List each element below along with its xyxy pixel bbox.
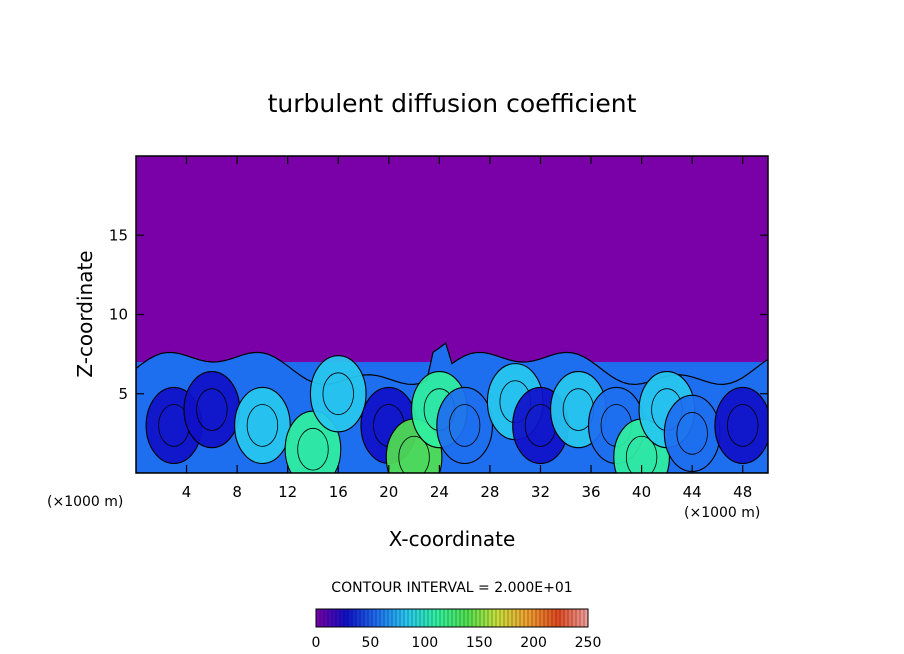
x-tick-label: 36 xyxy=(581,483,600,501)
turbulence-field xyxy=(136,342,768,473)
eddy-cell xyxy=(309,355,367,433)
y-tick-label: 15 xyxy=(109,226,128,244)
chart-title: turbulent diffusion coefficient xyxy=(268,89,637,118)
colorbar-ticks: 0 50 100 150 200 250 xyxy=(312,635,602,651)
eddy-contour xyxy=(676,412,708,455)
x-tick-label: 4 xyxy=(182,483,192,501)
x-tick-label: 32 xyxy=(531,483,550,501)
eddy-cell xyxy=(183,371,241,449)
x-tick-label: 44 xyxy=(683,483,702,501)
y-tick-label: 10 xyxy=(109,306,128,324)
y-axis-unit: (×1000 m) xyxy=(47,494,123,510)
x-tick-label: 28 xyxy=(480,483,499,501)
colorbar-stripes xyxy=(315,609,589,627)
eddy-contour xyxy=(322,372,354,416)
eddy-cell xyxy=(663,394,721,472)
eddy-cell xyxy=(234,386,291,465)
eddy-contour xyxy=(196,388,228,431)
contour-interval-label: CONTOUR INTERVAL = 2.000E+01 xyxy=(331,580,572,596)
colorbar: 0 50 100 150 200 250 xyxy=(312,608,602,651)
x-tick-label: 40 xyxy=(632,483,651,501)
colorbar-tick-label: 150 xyxy=(466,635,493,651)
x-ticks: 4 8 12 16 20 24 28 32 36 40 44 48 xyxy=(182,156,752,501)
eddy-contour xyxy=(625,435,658,473)
x-tick-label: 24 xyxy=(430,483,449,501)
x-tick-label: 8 xyxy=(232,483,242,501)
x-axis-label: X-coordinate xyxy=(389,527,516,551)
colorbar-tick-label: 200 xyxy=(520,635,547,651)
eddy-contour xyxy=(727,404,759,447)
eddy-contour xyxy=(246,404,279,447)
eddy-contour xyxy=(398,435,430,473)
y-tick-label: 5 xyxy=(118,385,128,403)
colorbar-tick-label: 50 xyxy=(361,635,379,651)
colorbar-tick-label: 100 xyxy=(411,635,438,651)
x-axis-unit: (×1000 m) xyxy=(684,505,760,521)
eddy-cell xyxy=(436,386,493,465)
x-tick-label: 20 xyxy=(379,483,398,501)
colorbar-tick-label: 250 xyxy=(575,635,602,651)
eddy-cell xyxy=(714,386,768,465)
x-tick-label: 48 xyxy=(733,483,752,501)
y-axis-label: Z-coordinate xyxy=(73,250,97,377)
x-tick-label: 12 xyxy=(278,483,297,501)
y-ticks: 5 10 15 xyxy=(109,226,768,403)
x-tick-label: 16 xyxy=(329,483,348,501)
eddy-contour xyxy=(448,404,481,447)
colorbar-tick-label: 0 xyxy=(312,635,321,651)
eddy-contour xyxy=(297,427,329,471)
